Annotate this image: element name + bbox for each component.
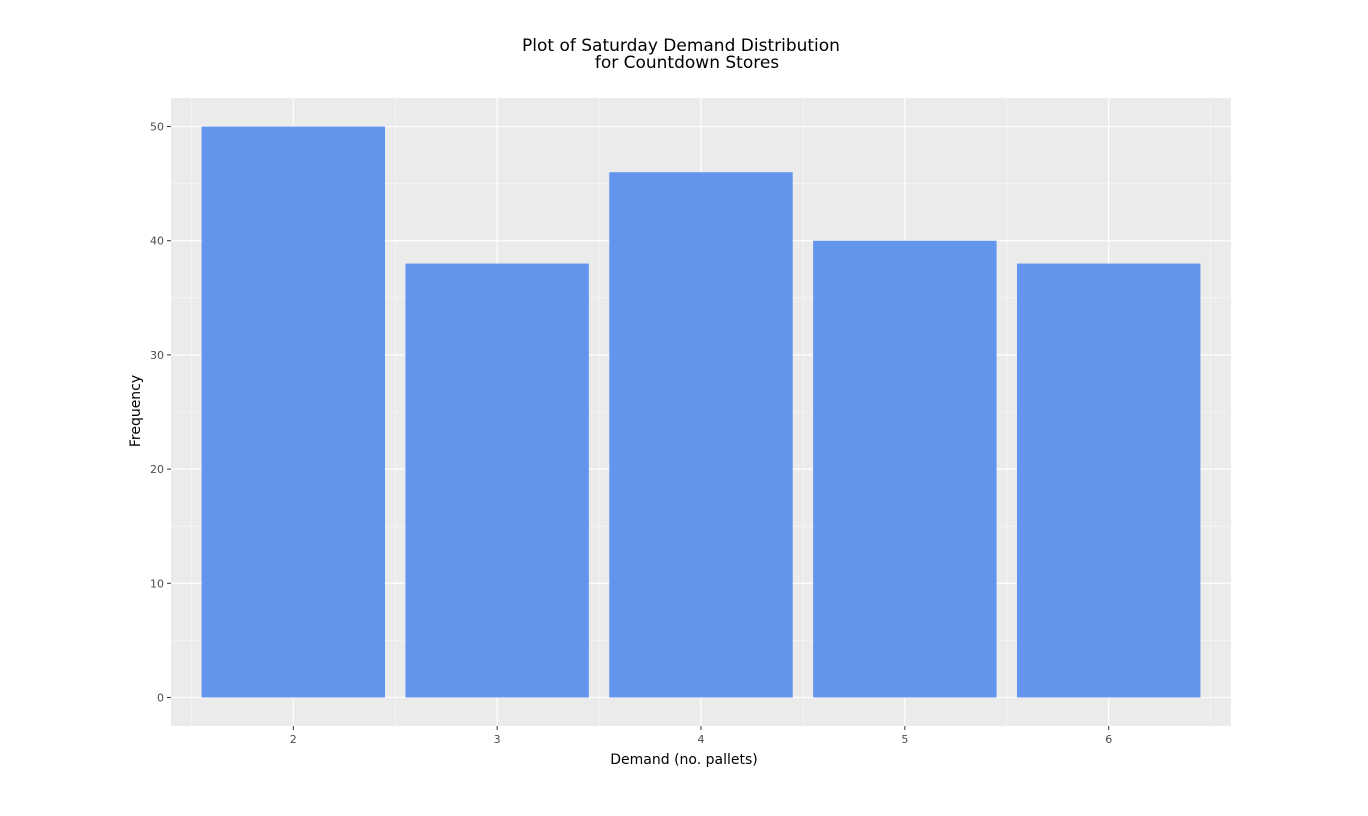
x-tick-label: 4	[698, 733, 705, 746]
y-axis: 0 10 20 30 40 50	[150, 121, 171, 704]
bar-5	[813, 240, 997, 698]
bar-6	[1016, 263, 1201, 698]
x-tick-label: 3	[494, 733, 501, 746]
bar-2	[201, 126, 386, 698]
bar-3	[405, 263, 589, 698]
y-tick-label: 40	[150, 235, 164, 248]
y-axis-title: Frequency	[128, 375, 144, 447]
x-axis: 2 3 4 5 6	[290, 726, 1112, 746]
y-tick-label: 30	[150, 349, 164, 362]
bar-4	[609, 172, 793, 698]
x-tick-label: 5	[901, 733, 908, 746]
chart-title-line-1: Plot of Saturday Demand Distribution	[522, 36, 840, 56]
y-tick-label: 50	[150, 121, 164, 134]
x-tick-label: 6	[1105, 733, 1112, 746]
y-tick-label: 20	[150, 463, 164, 476]
x-axis-title: Demand (no. pallets)	[610, 752, 757, 768]
bars	[201, 126, 1201, 698]
y-tick-label: 0	[157, 691, 164, 704]
chart-title-line-2: for Countdown Stores	[595, 53, 779, 73]
x-tick-label: 2	[290, 733, 297, 746]
y-tick-label: 10	[150, 577, 164, 590]
